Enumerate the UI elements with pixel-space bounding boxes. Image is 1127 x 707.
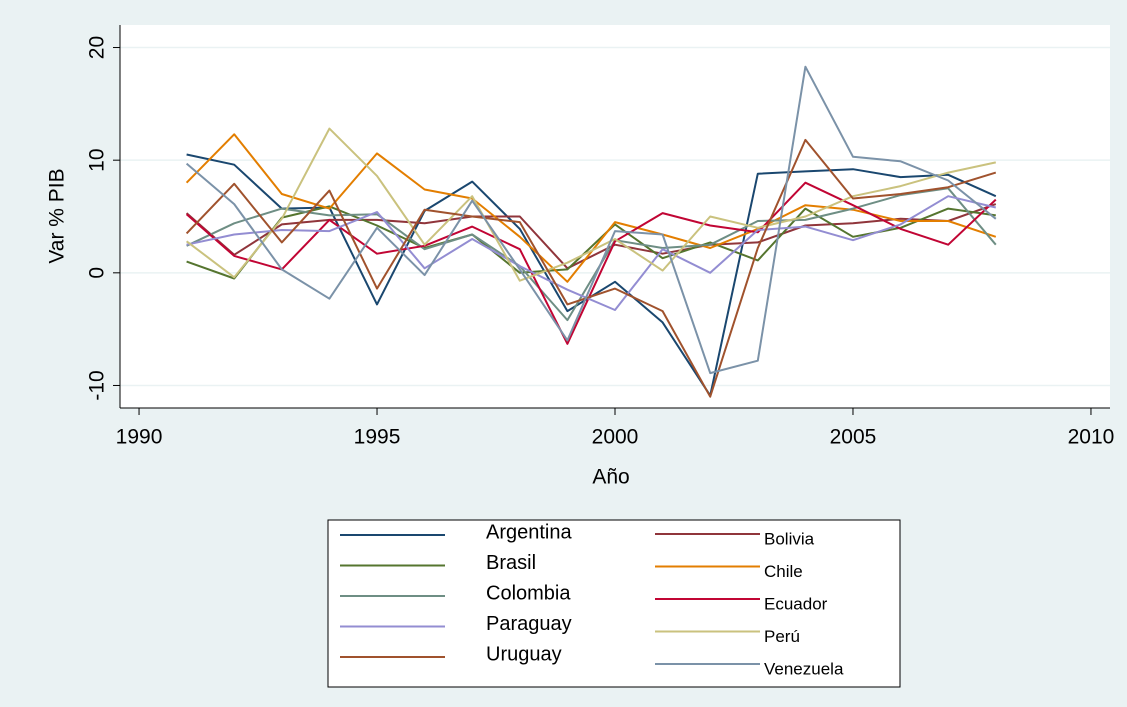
series-line: [185, 203, 997, 270]
legend-label: Perú: [764, 627, 800, 646]
x-tick-label: 2005: [830, 426, 877, 449]
legend-label: Ecuador: [764, 594, 828, 613]
x-axis-label: Año: [592, 466, 629, 489]
legend-label: Chile: [764, 562, 803, 581]
y-tick-label: 20: [86, 36, 109, 59]
legend-label: Uruguay: [486, 643, 562, 665]
x-tick-label: 2000: [592, 426, 639, 449]
series-line: [185, 127, 997, 282]
y-tick-label: -10: [86, 370, 109, 400]
legend-label: Paraguay: [486, 613, 572, 635]
series-line: [185, 65, 997, 375]
series-line: [186, 187, 997, 322]
x-tick-label: 2010: [1068, 426, 1115, 449]
legend-label: Brasil: [486, 552, 536, 574]
x-tick-label: 1990: [116, 426, 163, 449]
series-line: [185, 181, 997, 345]
legend-box: [327, 519, 901, 688]
x-tick-label: 1995: [354, 426, 401, 449]
series-line: [185, 138, 997, 398]
legend-label: Colombia: [486, 582, 571, 604]
legend-label: Argentina: [486, 521, 572, 543]
y-axis-label: Var % PIB: [46, 168, 69, 263]
legend-label: Venezuela: [764, 659, 844, 678]
series-line: [186, 205, 996, 280]
y-tick-label: 10: [86, 148, 109, 171]
legend-label: Bolivia: [764, 529, 815, 548]
y-tick-label: 0: [86, 267, 109, 279]
series-line: [186, 195, 997, 311]
